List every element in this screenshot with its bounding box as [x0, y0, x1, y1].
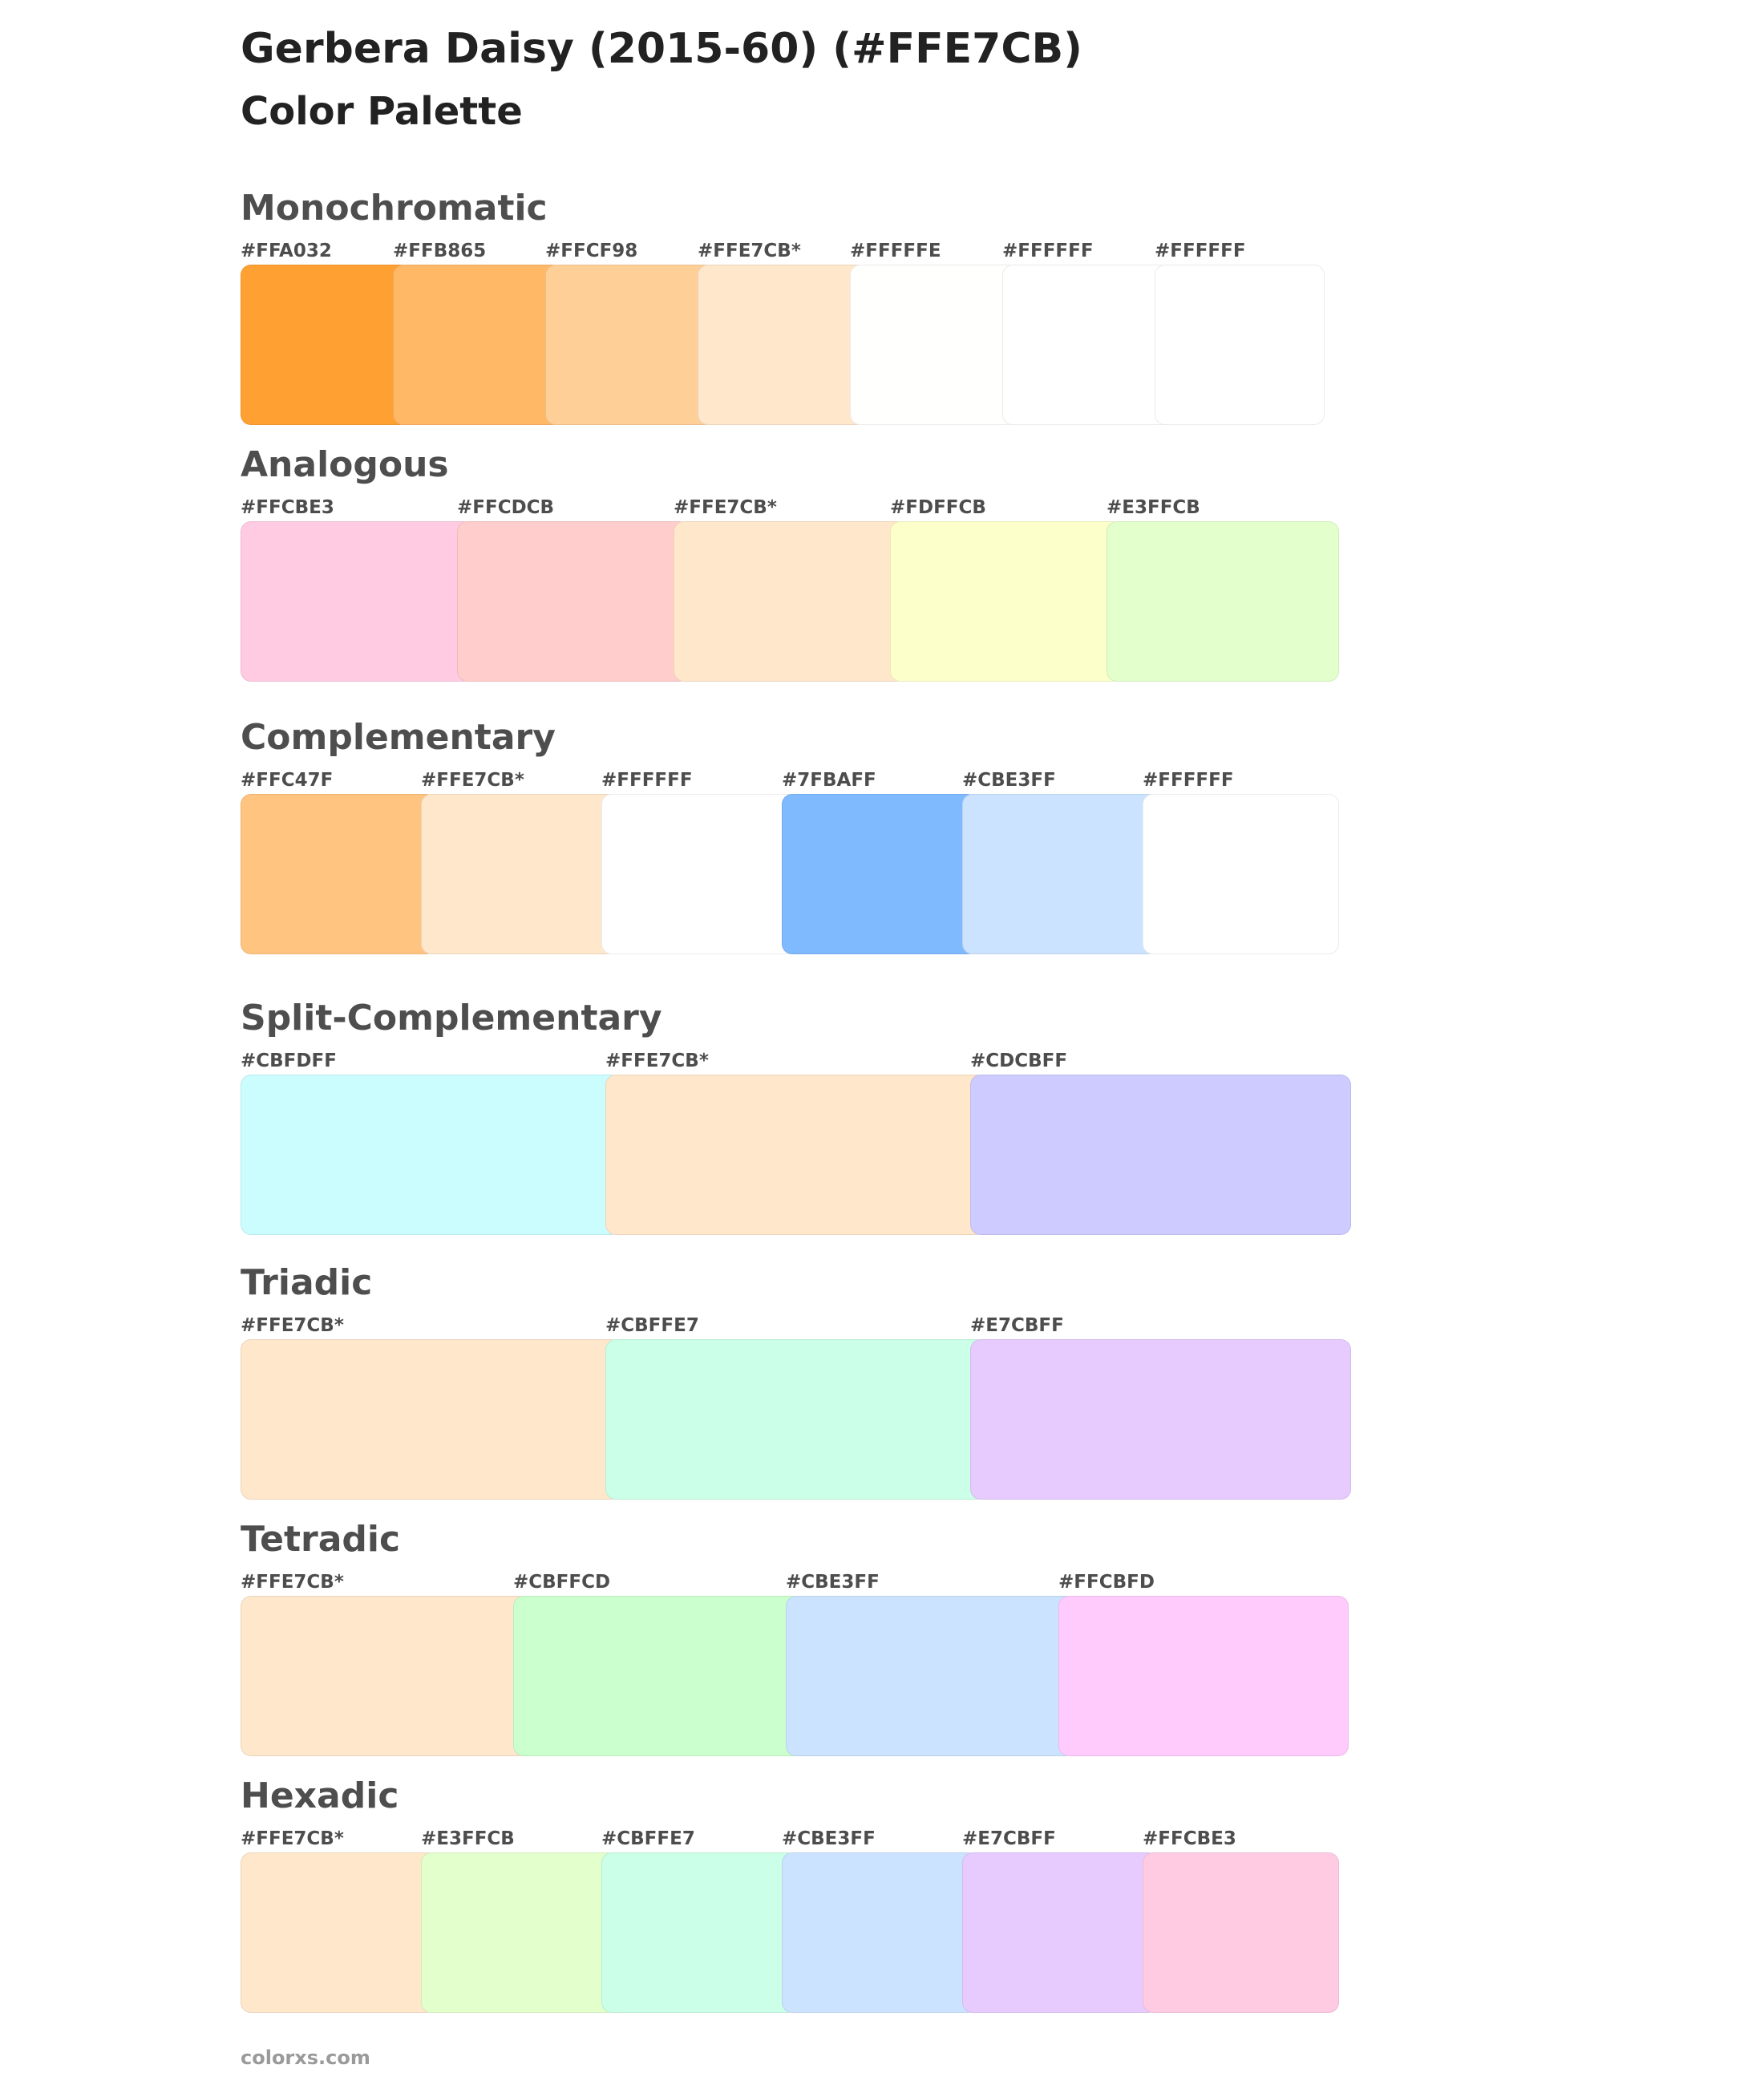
swatch-hex-label: #FFCBE3 — [1143, 1828, 1236, 1849]
color-swatch[interactable] — [782, 794, 978, 954]
color-swatch[interactable] — [1143, 1852, 1339, 2013]
color-swatch[interactable] — [1058, 1596, 1349, 1756]
swatch-hex-label: #FDFFCB — [890, 497, 986, 518]
swatch-hex-label: #CBE3FF — [962, 770, 1056, 791]
swatch-hex-label: #FFE7CB* — [605, 1051, 709, 1071]
swatch-hex-label: #CBFFE7 — [605, 1315, 699, 1336]
swatch-hex-label: #FFFFFF — [1155, 241, 1246, 261]
palette-title: Split-Complementary — [241, 998, 662, 1038]
swatch-hex-label: #CBE3FF — [782, 1828, 876, 1849]
color-swatch[interactable] — [698, 265, 868, 425]
color-swatch[interactable] — [421, 794, 617, 954]
color-swatch[interactable] — [241, 1339, 621, 1500]
color-swatch[interactable] — [782, 1852, 978, 2013]
swatch-hex-label: #CBFFE7 — [601, 1828, 695, 1849]
color-swatch[interactable] — [1107, 521, 1339, 682]
palette-title: Monochromatic — [241, 188, 548, 229]
color-swatch[interactable] — [241, 1852, 437, 2013]
swatch-hex-label: #CBFDFF — [241, 1051, 337, 1071]
swatch-hex-label: #FFC47F — [241, 770, 334, 791]
color-swatch[interactable] — [1155, 265, 1325, 425]
palette-title: Tetradic — [241, 1519, 401, 1560]
swatch-hex-label: #FFCF98 — [545, 241, 638, 261]
swatch-hex-label: #CBE3FF — [786, 1572, 880, 1593]
color-swatch[interactable] — [674, 521, 906, 682]
swatch-hex-label: #FFA032 — [241, 241, 332, 261]
swatch-hex-label: #FFFFFF — [1143, 770, 1234, 791]
swatch-hex-label: #E3FFCB — [1107, 497, 1200, 518]
color-swatch[interactable] — [421, 1852, 617, 2013]
swatch-hex-label: #CBFFCD — [513, 1572, 611, 1593]
palette-title: Complementary — [241, 717, 556, 758]
color-swatch[interactable] — [962, 794, 1159, 954]
swatch-hex-label: #FFE7CB* — [674, 497, 777, 518]
swatch-hex-label: #FFFFFF — [1002, 241, 1094, 261]
palette-title: Triadic — [241, 1262, 373, 1303]
color-swatch[interactable] — [970, 1075, 1351, 1235]
color-swatch[interactable] — [393, 265, 563, 425]
color-swatch[interactable] — [241, 265, 411, 425]
color-swatch[interactable] — [1002, 265, 1172, 425]
swatch-hex-label: #FFB865 — [393, 241, 487, 261]
color-swatch[interactable] — [241, 794, 437, 954]
footer-credit[interactable]: colorxs.com — [241, 2047, 370, 2069]
swatch-hex-label: #FFE7CB* — [241, 1315, 344, 1336]
color-swatch[interactable] — [601, 794, 798, 954]
swatch-hex-label: #FFFFFE — [850, 241, 941, 261]
color-swatch[interactable] — [513, 1596, 803, 1756]
color-swatch[interactable] — [601, 1852, 798, 2013]
swatch-hex-label: #FFCBFD — [1058, 1572, 1155, 1593]
color-swatch[interactable] — [786, 1596, 1076, 1756]
swatch-hex-label: #E3FFCB — [421, 1828, 515, 1849]
color-swatch[interactable] — [241, 521, 473, 682]
color-swatch[interactable] — [605, 1075, 986, 1235]
swatch-hex-label: #E7CBFF — [970, 1315, 1064, 1336]
color-swatch[interactable] — [241, 1075, 621, 1235]
palette-title: Analogous — [241, 444, 449, 485]
swatch-hex-label: #7FBAFF — [782, 770, 876, 791]
page-title: Gerbera Daisy (2015-60) (#FFE7CB) — [241, 25, 1082, 73]
color-swatch[interactable] — [241, 1596, 531, 1756]
color-swatch[interactable] — [1143, 794, 1339, 954]
palette-title: Hexadic — [241, 1775, 399, 1816]
swatch-hex-label: #CDCBFF — [970, 1051, 1068, 1071]
color-swatch[interactable] — [850, 265, 1020, 425]
swatch-hex-label: #FFCDCB — [457, 497, 555, 518]
page-subtitle: Color Palette — [241, 89, 523, 134]
color-swatch[interactable] — [890, 521, 1123, 682]
color-swatch[interactable] — [545, 265, 715, 425]
color-swatch[interactable] — [970, 1339, 1351, 1500]
color-swatch[interactable] — [962, 1852, 1159, 2013]
color-swatch[interactable] — [457, 521, 690, 682]
swatch-hex-label: #FFE7CB* — [698, 241, 801, 261]
swatch-hex-label: #FFE7CB* — [241, 1828, 344, 1849]
swatch-hex-label: #FFCBE3 — [241, 497, 334, 518]
swatch-hex-label: #E7CBFF — [962, 1828, 1056, 1849]
swatch-hex-label: #FFFFFF — [601, 770, 693, 791]
swatch-hex-label: #FFE7CB* — [241, 1572, 344, 1593]
swatch-hex-label: #FFE7CB* — [421, 770, 524, 791]
color-swatch[interactable] — [605, 1339, 986, 1500]
